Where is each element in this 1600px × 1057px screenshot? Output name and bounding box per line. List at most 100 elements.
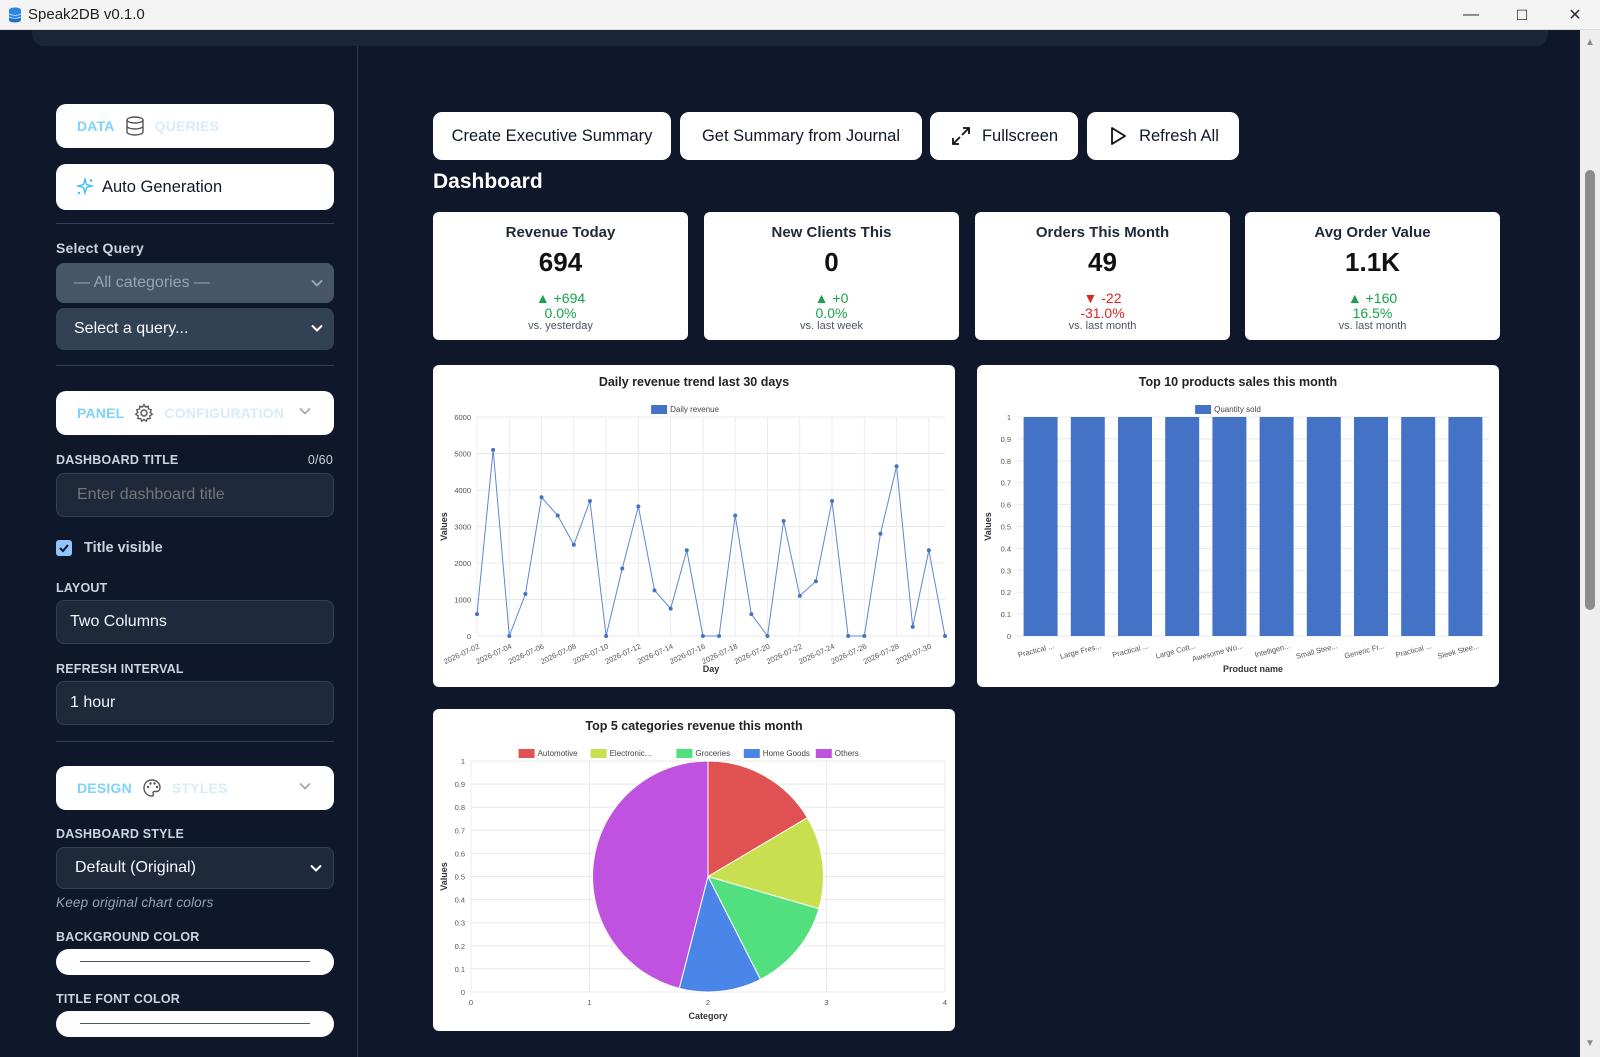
query-select[interactable]: Select a query... <box>56 308 334 350</box>
top-products-bar-chart: Top 10 products sales this month Values Pr… <box>983 375 1489 674</box>
close-button[interactable]: ✕ <box>1568 7 1582 24</box>
background-color-picker[interactable] <box>56 949 334 975</box>
category-select[interactable]: — All categories — <box>56 263 334 303</box>
x-tick-label: 2026-07-26 <box>830 642 869 666</box>
x-tick-label: Large Cott... <box>1155 641 1197 660</box>
data-point <box>668 606 673 611</box>
chevron-down-icon <box>299 782 311 790</box>
legend-label: Groceries <box>695 749 730 758</box>
x-tick-label: 2026-07-06 <box>507 642 546 666</box>
data-point <box>765 634 770 638</box>
kpi-value: 0 <box>824 247 839 277</box>
y-tick-label: 0.3 <box>1001 566 1011 575</box>
y-tick-label: 0.8 <box>455 803 465 812</box>
x-axis-label: Category <box>688 1011 727 1021</box>
refresh-all-button[interactable]: Refresh All <box>1087 112 1239 160</box>
y-axis-label: Values <box>983 512 993 541</box>
x-tick-label: Awesome Wo... <box>1191 641 1244 663</box>
x-tick-label: 2026-07-12 <box>604 642 643 666</box>
dashboard-title-label: DASHBOARD TITLE <box>56 453 179 467</box>
refresh-interval-select[interactable]: 1 hour <box>56 681 334 725</box>
y-tick-label: 0.9 <box>1001 435 1011 444</box>
x-tick-label: Small Stee... <box>1295 641 1338 661</box>
fullscreen-button[interactable]: Fullscreen <box>930 112 1078 160</box>
kpi-delta: ▲ +160 <box>1347 290 1398 306</box>
scrollbar-thumb[interactable] <box>1585 170 1595 610</box>
pie-slice-groceries <box>707 875 820 981</box>
legend-label: Quantity sold <box>1214 405 1261 414</box>
x-tick-label: Generic Fr... <box>1343 641 1385 660</box>
dashboard-heading: Dashboard <box>433 170 543 193</box>
bar <box>1306 417 1341 636</box>
layout-select[interactable]: Two Columns <box>56 600 334 644</box>
kpi-value: 49 <box>1088 247 1117 277</box>
dashboard-style-select[interactable]: Default (Original) <box>56 847 334 889</box>
x-tick-label: 2026-07-30 <box>894 642 933 666</box>
get-summary-journal-button[interactable]: Get Summary from Journal <box>680 112 922 160</box>
maximize-button[interactable]: ☐ <box>1515 6 1529 23</box>
auto-generation-button[interactable]: Auto Generation <box>56 164 334 210</box>
data-point <box>491 447 496 452</box>
y-tick-label: 0.6 <box>1001 501 1011 510</box>
kpi-title: Orders This Month <box>1035 224 1170 241</box>
data-point <box>571 542 576 547</box>
title-visible-checkbox-row[interactable]: Title visible <box>56 540 163 556</box>
bar <box>1212 417 1247 636</box>
data-point <box>587 498 592 503</box>
pie-slice-electronics <box>706 817 824 910</box>
bar <box>1165 417 1200 636</box>
window-title: Speak2DB v0.1.0 <box>28 6 145 23</box>
scroll-down-arrow-icon[interactable]: ▼ <box>1585 1038 1595 1049</box>
bar <box>1401 417 1436 636</box>
kpi-title: Revenue Today <box>505 224 616 241</box>
minimize-button[interactable]: — <box>1463 6 1479 23</box>
legend-swatch <box>1195 405 1212 414</box>
series-line-daily-revenue <box>476 449 946 638</box>
window-titlebar: Speak2DB v0.1.0 — ☐ ✕ <box>0 0 1600 30</box>
panel-configuration-section[interactable]: PANEL CONFIGURATION <box>56 391 334 435</box>
gear-icon <box>134 403 154 423</box>
kpi-comparison: vs. last week <box>800 320 863 332</box>
bar-chart-card: Top 10 products sales this month Values Pr… <box>977 365 1499 687</box>
y-tick-label: 3000 <box>454 523 471 532</box>
scroll-up-arrow-icon[interactable]: ▲ <box>1585 37 1595 48</box>
kpi-percent: -31.0% <box>1080 305 1125 321</box>
dashboard-style-hint: Keep original chart colors <box>56 895 214 910</box>
data-point <box>717 634 722 638</box>
data-queries-tab[interactable]: DATA QUERIES <box>56 104 334 148</box>
legend-swatch <box>815 749 832 758</box>
kpi-title: Avg Order Value <box>1314 224 1431 241</box>
vertical-scrollbar[interactable]: ▲ ▼ <box>1580 30 1600 1057</box>
title-font-color-label: TITLE FONT COLOR <box>56 992 181 1006</box>
sparkles-icon <box>76 178 94 196</box>
panel-section-label: PANEL <box>77 405 125 421</box>
refresh-all-label: Refresh All <box>1139 126 1219 145</box>
design-styles-section[interactable]: DESIGN STYLES <box>56 766 334 810</box>
data-point <box>749 612 754 617</box>
dashboard-title-input[interactable] <box>56 473 334 517</box>
y-tick-label: 2000 <box>454 559 471 568</box>
top-categories-pie-chart: Top 5 categories revenue this month Value… <box>439 719 947 1021</box>
bar <box>1023 417 1058 636</box>
database-icon <box>125 116 145 136</box>
create-executive-summary-button[interactable]: Create Executive Summary <box>433 112 671 160</box>
kpi-percent: 0.0% <box>815 305 848 321</box>
legend-label: Others <box>835 749 859 758</box>
x-tick-label: 2 <box>706 998 710 1007</box>
database-app-icon <box>8 7 22 22</box>
data-point <box>620 566 625 571</box>
legend-label: Daily revenue <box>670 405 719 414</box>
kpi-title: New Clients This <box>771 224 892 241</box>
queries-tab-label: QUERIES <box>154 118 220 134</box>
x-axis-label: Product name <box>1223 664 1283 674</box>
legend-swatch <box>651 405 668 414</box>
x-tick-label: 2026-07-24 <box>797 642 836 666</box>
title-font-color-picker[interactable] <box>56 1011 334 1037</box>
checkbox-checked-icon[interactable] <box>56 540 72 556</box>
kpi-comparison: vs. last month <box>1068 320 1137 332</box>
refresh-interval-value: 1 hour <box>70 694 116 711</box>
x-tick-label: 2026-07-16 <box>668 642 707 666</box>
legend-swatch <box>590 749 607 758</box>
y-axis-label: Values <box>439 512 449 541</box>
data-point <box>475 612 479 617</box>
